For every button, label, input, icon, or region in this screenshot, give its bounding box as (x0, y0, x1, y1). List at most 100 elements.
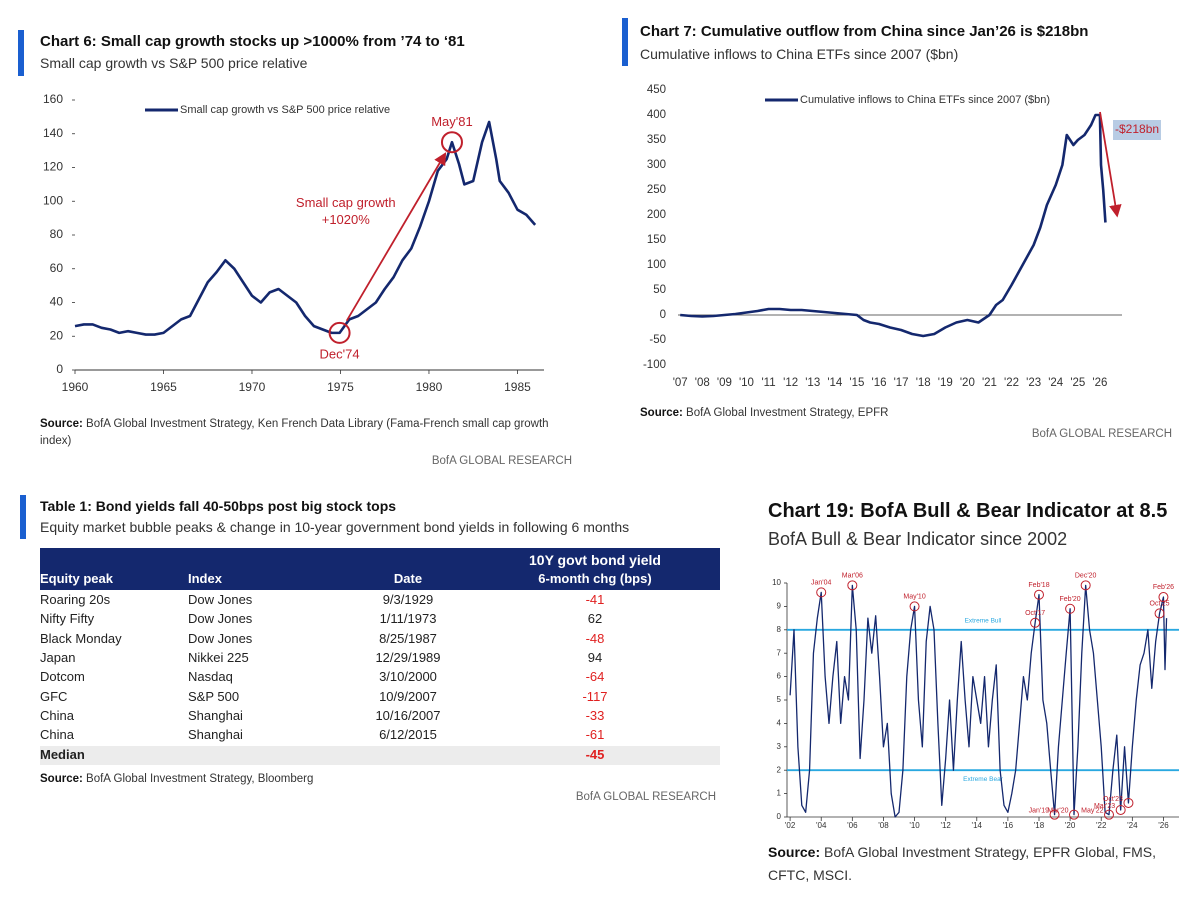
y-tick-label: 3 (777, 742, 782, 751)
annotation-label: Oct'17 (1025, 610, 1045, 617)
table-cell: Shanghai (188, 707, 243, 723)
x-tick-label: '22 (1004, 377, 1019, 389)
y-tick-label: 160 (43, 92, 63, 106)
annotation-label: -$218bn (1115, 122, 1159, 136)
table-cell: Nasdaq (188, 669, 233, 685)
table-title: Table 1: Bond yields fall 40-50bps post … (40, 498, 397, 514)
x-tick-label: 1980 (416, 380, 443, 394)
series-line (789, 584, 1168, 818)
footer: BofA GLOBAL RESEARCH (431, 455, 572, 467)
table-cell: -61 (585, 727, 605, 743)
y-tick-label: 400 (647, 109, 666, 121)
x-tick-label: '02 (785, 821, 796, 830)
accent-bar (18, 30, 24, 76)
annotation-circle (909, 601, 920, 612)
table-cell: -41 (585, 592, 605, 607)
accent-bar (20, 495, 26, 539)
annotation-circle (1115, 804, 1126, 815)
table-cell: Median (40, 747, 85, 762)
x-tick-label: '12 (783, 377, 798, 389)
source: Source: BofA Global Investment Strategy,… (40, 416, 580, 450)
legend-label: Cumulative inflows to China ETFs since 2… (800, 94, 1050, 106)
reference-label: Extreme Bear (963, 776, 1004, 783)
annotation-circle (1080, 580, 1091, 591)
x-tick-label: '16 (1003, 821, 1014, 830)
x-tick-label: '20 (1065, 821, 1076, 830)
x-tick-label: '15 (849, 377, 864, 389)
table-cell: Black Monday (40, 630, 122, 646)
x-tick-label: '04 (816, 821, 827, 830)
annotation-circle (816, 587, 827, 598)
y-tick-label: 100 (43, 193, 63, 207)
annotation-label: Feb'26 (1153, 584, 1174, 591)
annotation-label: Mar'06 (842, 572, 863, 579)
x-tick-label: '14 (827, 377, 843, 389)
y-tick-label: 50 (653, 284, 666, 296)
x-tick-label: '13 (805, 377, 820, 389)
annotation-circle (1069, 809, 1079, 820)
annotation-arrow (345, 152, 447, 322)
table-cell: 8/25/1987 (379, 630, 437, 646)
series-line (680, 113, 1107, 338)
annotation-circle (1154, 608, 1165, 619)
table-cell: 3/10/2000 (379, 669, 437, 685)
median-row-bg (40, 746, 720, 765)
y-tick-label: 1 (777, 789, 782, 798)
annotation-label: Mar'23 (1094, 803, 1115, 810)
y-tick-label: 140 (43, 126, 63, 140)
annotation-circle (1123, 797, 1134, 808)
annotation-label: May'81 (431, 114, 473, 129)
source-label: Source: (40, 418, 83, 430)
x-tick-label: '26 (1092, 377, 1107, 389)
legend-label: Small cap growth vs S&P 500 price relati… (180, 104, 390, 116)
x-tick-label: '26 (1158, 821, 1169, 830)
table-cell: Dow Jones (188, 630, 253, 646)
table-cell: 94 (587, 649, 603, 665)
x-tick-label: '23 (1026, 377, 1041, 389)
x-tick-label: 1970 (239, 380, 266, 394)
table-cell: Shanghai (188, 727, 243, 743)
annotation-circle (1158, 592, 1169, 603)
table-cell: Roaring 20s (40, 592, 111, 607)
y-tick-label: 20 (50, 328, 64, 342)
y-tick-label: 7 (777, 648, 782, 657)
annotation-label: Mar'20 (1047, 808, 1068, 815)
y-tick-label: 9 (777, 602, 782, 611)
table-cell: China (40, 707, 74, 723)
annotation-label: May'22 (1081, 808, 1103, 815)
source: Source: BofA Global Investment Strategy,… (640, 405, 1160, 422)
table-cell: -45 (585, 747, 605, 762)
annotation-circle (328, 321, 351, 344)
y-tick-label: 10 (772, 578, 781, 587)
y-tick-label: 150 (647, 234, 666, 246)
annotation-circle (1049, 809, 1060, 820)
series-line (74, 120, 537, 336)
y-tick-label: 8 (777, 625, 782, 634)
annotation-circle (847, 580, 858, 591)
y-tick-label: 2 (777, 765, 782, 774)
source-text: BofA Global Investment Strategy, EPFR Gl… (768, 844, 1157, 883)
x-tick-label: '16 (872, 377, 887, 389)
table-cell: 10/16/2007 (375, 707, 441, 723)
table-cell: GFC (40, 688, 68, 704)
y-tick-label: 350 (647, 134, 666, 146)
annotation-label: Dec'20 (1075, 572, 1097, 579)
table-cell: 10/9/2007 (379, 688, 437, 704)
x-tick-label: '20 (960, 377, 975, 389)
x-tick-label: 1965 (150, 380, 177, 394)
x-tick-label: '08 (695, 377, 710, 389)
footer: BofA GLOBAL RESEARCH (1031, 428, 1172, 440)
chart-title: Chart 6: Small cap growth stocks up >100… (40, 33, 465, 50)
x-tick-label: '08 (878, 821, 889, 830)
x-tick-label: '18 (1034, 821, 1045, 830)
table-cell: 12/29/1989 (375, 649, 441, 665)
y-tick-label: -50 (649, 334, 666, 346)
table-cell: 10Y govt bond yield (529, 552, 661, 568)
x-tick-label: '06 (847, 821, 858, 830)
table-cell: Date (393, 571, 423, 586)
y-tick-label: 0 (56, 362, 63, 376)
annotation-label: Feb'20 (1060, 596, 1081, 603)
y-tick-label: 300 (647, 159, 666, 171)
annotation-label: Jan'04 (811, 579, 832, 586)
